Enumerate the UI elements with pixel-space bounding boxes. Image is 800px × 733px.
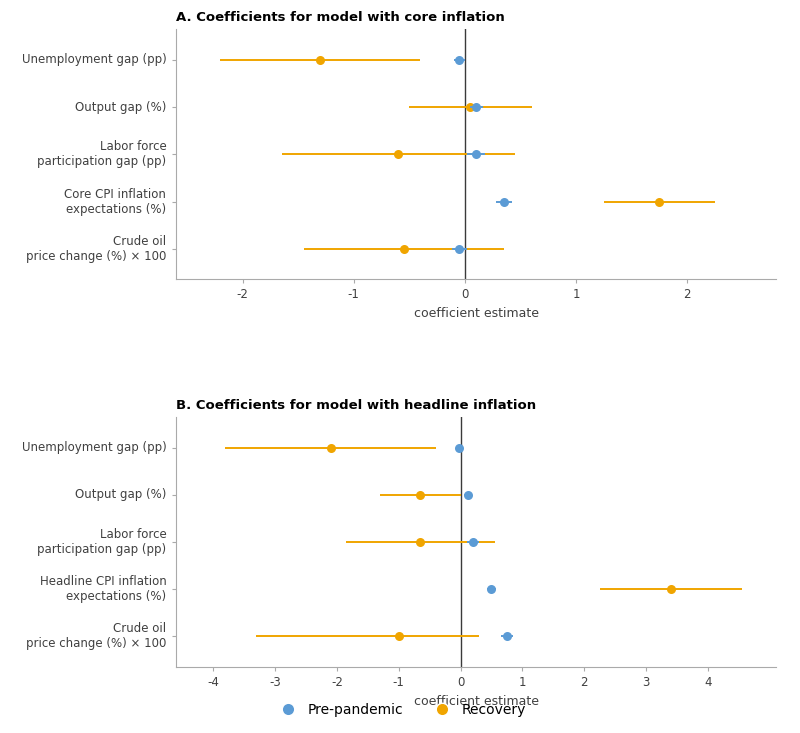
X-axis label: coefficient estimate: coefficient estimate bbox=[414, 695, 538, 707]
X-axis label: coefficient estimate: coefficient estimate bbox=[414, 307, 538, 320]
Text: B. Coefficients for model with headline inflation: B. Coefficients for model with headline … bbox=[176, 399, 536, 412]
Text: A. Coefficients for model with core inflation: A. Coefficients for model with core infl… bbox=[176, 11, 505, 24]
Legend: Pre-pandemic, Recovery: Pre-pandemic, Recovery bbox=[269, 697, 531, 723]
